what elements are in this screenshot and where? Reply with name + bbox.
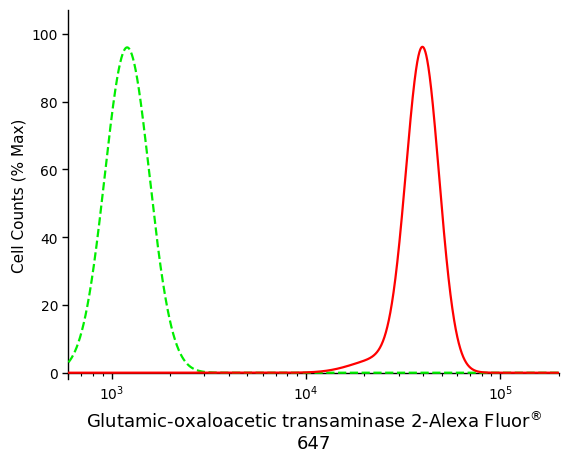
Y-axis label: Cell Counts (% Max): Cell Counts (% Max) xyxy=(11,119,26,272)
X-axis label: Glutamic-oxaloacetic transaminase 2-Alexa Fluor$^{\circledR}$
647: Glutamic-oxaloacetic transaminase 2-Alex… xyxy=(86,410,542,452)
